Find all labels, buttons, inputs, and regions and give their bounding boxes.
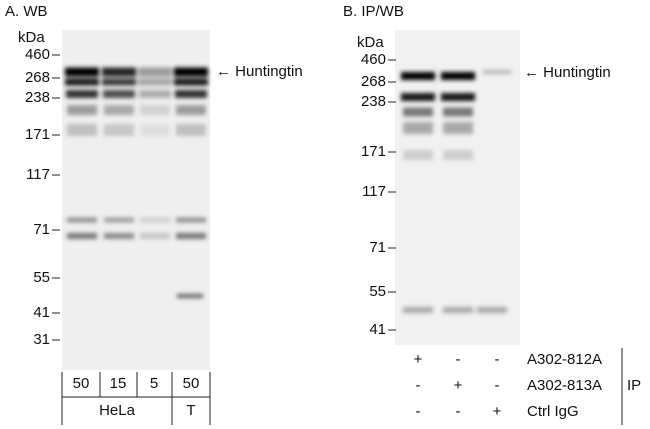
row-label: Ctrl IgG [527,403,579,420]
band [403,150,433,160]
marker-label: 238 [25,89,50,106]
amount: 15 [110,375,127,392]
sign: + [493,403,502,420]
marker-label: 41 [369,321,386,338]
band [140,105,170,115]
marker-label: 460 [25,46,50,63]
sign: - [416,403,421,420]
target-name: Huntingtin [235,63,303,80]
marker-label: 31 [33,331,50,348]
band [443,107,473,117]
unit-label: kDa [357,34,384,51]
band [140,217,170,223]
band [176,217,206,223]
sign: - [456,351,461,368]
band [177,294,203,298]
target-label: ← Huntingtin [524,64,611,81]
amount: 50 [183,375,200,392]
band [67,233,97,239]
band [401,93,435,101]
band [67,124,97,136]
band [65,67,99,77]
band [443,307,473,313]
band [102,67,136,77]
band [403,107,433,117]
band [140,124,170,136]
markers: 460 268 238 171 117 71 55 41 31 [25,46,60,348]
row-label: A302-812A [527,351,602,368]
marker-label: 460 [361,51,386,68]
marker-label: 71 [369,239,386,256]
band [103,90,135,98]
band [176,233,206,239]
band [104,105,134,115]
blot [395,30,520,345]
band [441,72,475,80]
group-label: HeLa [99,402,136,419]
band [477,307,507,313]
band [174,78,208,86]
band [174,67,208,77]
band [138,78,172,86]
band [443,122,473,134]
lane-table: 50 15 5 50 HeLa T [61,372,211,425]
band [140,233,170,239]
band [176,105,206,115]
target-name: Huntingtin [543,64,611,81]
bands [401,70,511,313]
band [102,78,136,86]
target-label: ← Huntingtin [216,63,303,80]
group-label: IP [627,377,641,394]
band [67,217,97,223]
marker-label: 171 [25,126,50,143]
group-label: T [186,402,195,419]
ip-table: IP + - - A302-812A - + - A302-813A - - + Ctrl IgG [414,348,641,425]
band [104,124,134,136]
sign: + [414,351,423,368]
blot [62,30,210,370]
band [403,307,433,313]
band [104,217,134,223]
marker-label: 117 [26,166,50,183]
band [104,233,134,239]
band [176,124,206,136]
band [175,90,207,98]
sign: - [456,403,461,420]
sign: - [495,377,500,394]
band [441,93,475,101]
band [483,70,511,74]
marker-label: 55 [369,283,386,300]
band [403,122,433,134]
marker-label: 268 [25,69,50,86]
band [66,90,98,98]
marker-label: 268 [361,73,386,90]
row-label: A302-813A [527,377,602,394]
panel-title: B. IP/WB [343,3,404,20]
sign: + [454,377,463,394]
band [139,90,171,98]
marker-label: 55 [33,269,50,286]
marker-label: 41 [33,304,50,321]
amount: 50 [73,375,90,392]
marker-label: 117 [362,183,386,200]
band [138,67,172,77]
sign: - [495,351,500,368]
marker-label: 71 [33,221,50,238]
unit-label: kDa [18,29,45,46]
marker-label: 238 [361,93,386,110]
bands [65,67,208,298]
panel-title: A. WB [5,3,48,20]
sign: - [416,377,421,394]
band [65,78,99,86]
panel-b: B. IP/WB kDa 460 268 238 171 117 71 55 41 ← Hun… [343,3,641,425]
band [67,105,97,115]
markers: 460 268 238 171 117 71 55 41 [361,51,396,338]
band [401,72,435,80]
band [443,150,473,160]
panel-a: A. WB kDa 460 268 238 171 117 71 55 41 31 ← Hunt… [5,3,303,425]
amount: 5 [150,375,158,392]
marker-label: 171 [361,143,386,160]
